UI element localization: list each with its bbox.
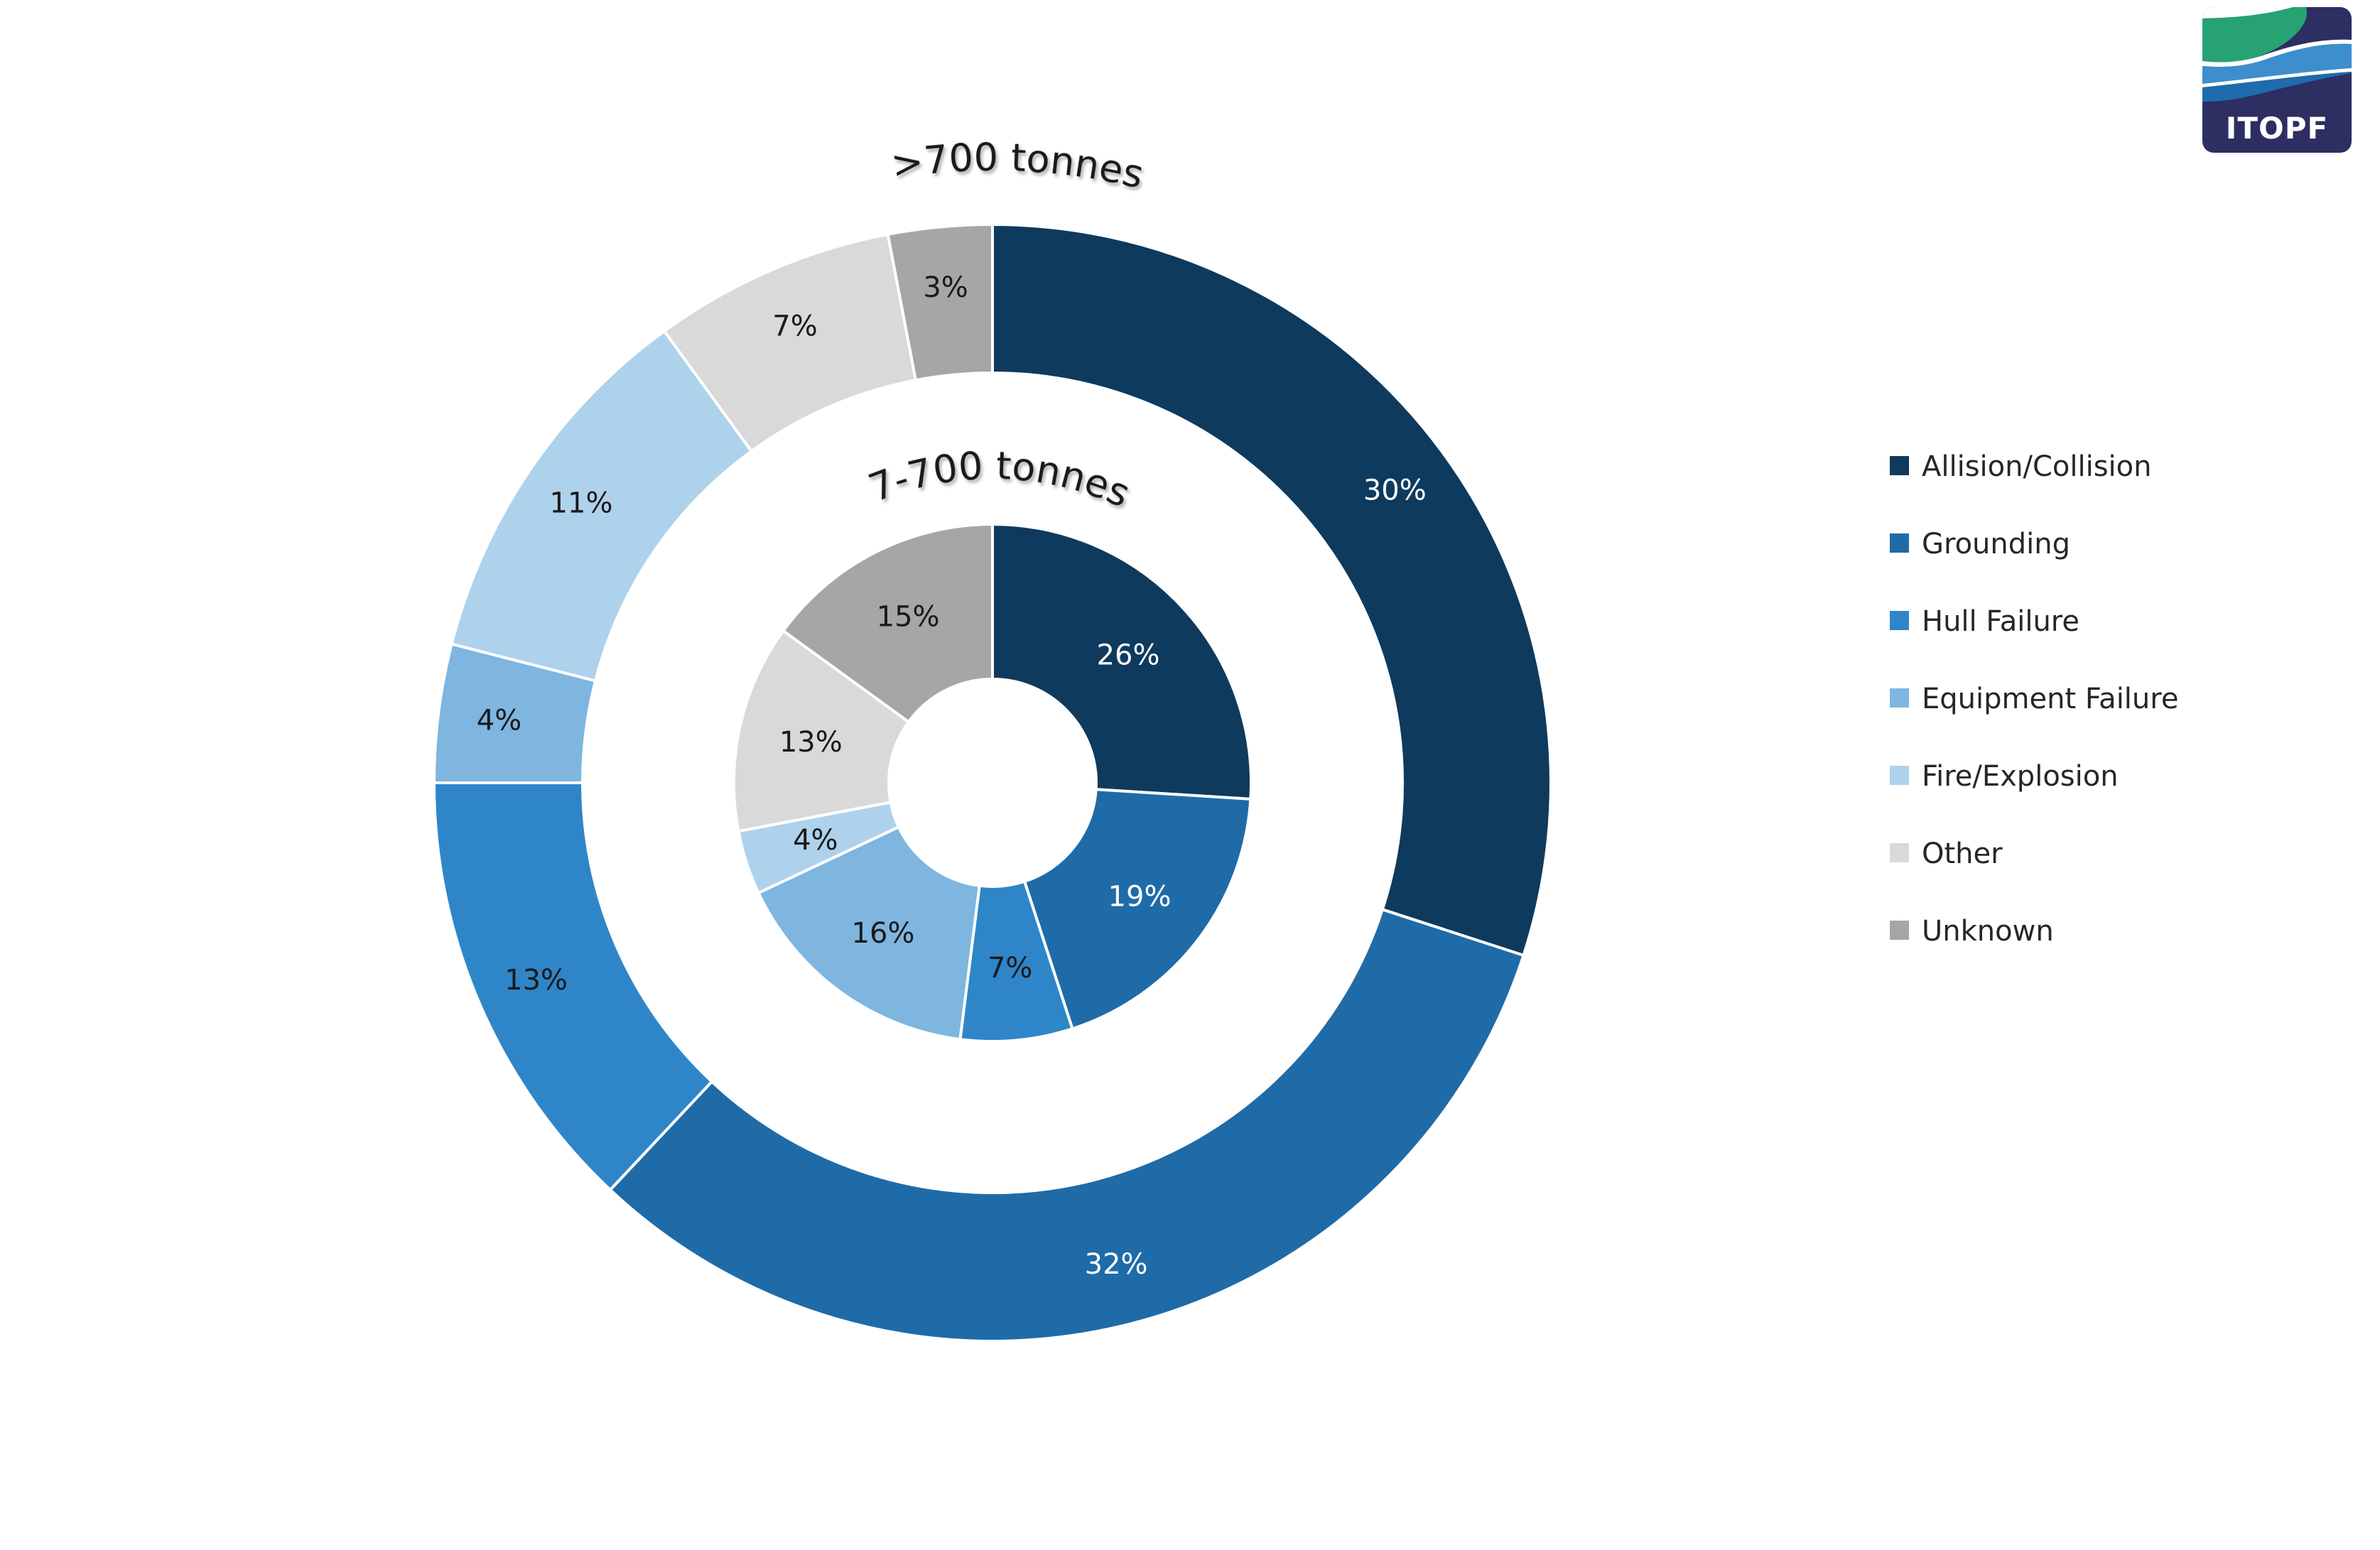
label-outer-fire-explosion: 11% — [550, 487, 613, 520]
logo-wave-white-top — [2202, 7, 2293, 18]
logo-text: ITOPF — [2226, 111, 2328, 146]
legend-item-fire-explosion: Fire/Explosion — [1890, 760, 2119, 793]
legend-label-hull-failure: Hull Failure — [1922, 605, 2079, 638]
label-inner-hull-failure: 7% — [988, 952, 1032, 985]
logo-wave-darkblue — [2202, 72, 2352, 102]
label-outer-hull-failure: 13% — [504, 964, 568, 997]
slice-outer-unknown — [886, 222, 994, 382]
label-inner-grounding: 19% — [1108, 881, 1172, 914]
legend-item-unknown: Unknown — [1890, 915, 2054, 948]
slice-inner-allision-collision — [991, 522, 1253, 801]
legend-label-unknown: Unknown — [1922, 915, 2054, 948]
label-inner-other: 13% — [779, 726, 843, 759]
legend-label-equipment-failure: Equipment Failure — [1922, 683, 2178, 715]
donut-ring-outer: 30% 32% 13% 4% 11% 7% 3% — [432, 222, 1552, 1343]
slice-inner-other — [732, 629, 911, 833]
donut-ring-inner: 26% 19% 7% 16% 4% 13% 15% — [732, 522, 1253, 1043]
slice-inner-equipment-failure — [756, 825, 981, 1041]
itopf-logo: ITOPF — [2202, 7, 2352, 153]
logo-wave-white-lower — [2202, 68, 2352, 87]
legend-swatch-unknown — [1890, 921, 1909, 940]
label-inner-unknown: 15% — [877, 601, 940, 634]
slice-outer-grounding — [608, 907, 1526, 1343]
logo-wave-blue — [2202, 43, 2352, 84]
legend-swatch-grounding — [1890, 533, 1909, 553]
legend-swatch-equipment-failure — [1890, 688, 1909, 708]
label-outer-other: 7% — [772, 310, 817, 343]
label-inner-allision-collision: 26% — [1097, 639, 1160, 672]
legend-label-grounding: Grounding — [1922, 528, 2070, 560]
legend-swatch-fire-explosion — [1890, 766, 1909, 785]
legend-item-equipment-failure: Equipment Failure — [1890, 683, 2178, 715]
slice-inner-unknown — [781, 522, 994, 724]
logo-wave-green — [2202, 7, 2308, 63]
legend-item-grounding: Grounding — [1890, 528, 2070, 560]
slice-outer-allision-collision — [991, 222, 1552, 958]
label-inner-equipment-failure: 16% — [852, 917, 915, 950]
label-outer-equipment-failure: 4% — [477, 704, 521, 737]
label-outer-grounding: 32% — [1085, 1248, 1148, 1281]
legend: Allision/Collision Grounding Hull Failure E… — [1890, 450, 2178, 948]
label-inner-fire-explosion: 4% — [793, 824, 838, 857]
legend-swatch-allision-collision — [1890, 456, 1909, 475]
legend-item-hull-failure: Hull Failure — [1890, 605, 2079, 638]
legend-item-allision-collision: Allision/Collision — [1890, 450, 2151, 483]
logo-wave-white-mid — [2202, 39, 2352, 67]
label-outer-allision-collision: 30% — [1363, 475, 1427, 507]
legend-swatch-other — [1890, 843, 1909, 862]
label-outer-unknown: 3% — [923, 271, 968, 304]
legend-label-other: Other — [1922, 838, 2003, 870]
slice-inner-grounding — [1022, 788, 1253, 1031]
legend-label-allision-collision: Allision/Collision — [1922, 450, 2151, 483]
legend-label-fire-explosion: Fire/Explosion — [1922, 760, 2119, 793]
legend-item-other: Other — [1890, 838, 2003, 870]
legend-swatch-hull-failure — [1890, 611, 1909, 630]
